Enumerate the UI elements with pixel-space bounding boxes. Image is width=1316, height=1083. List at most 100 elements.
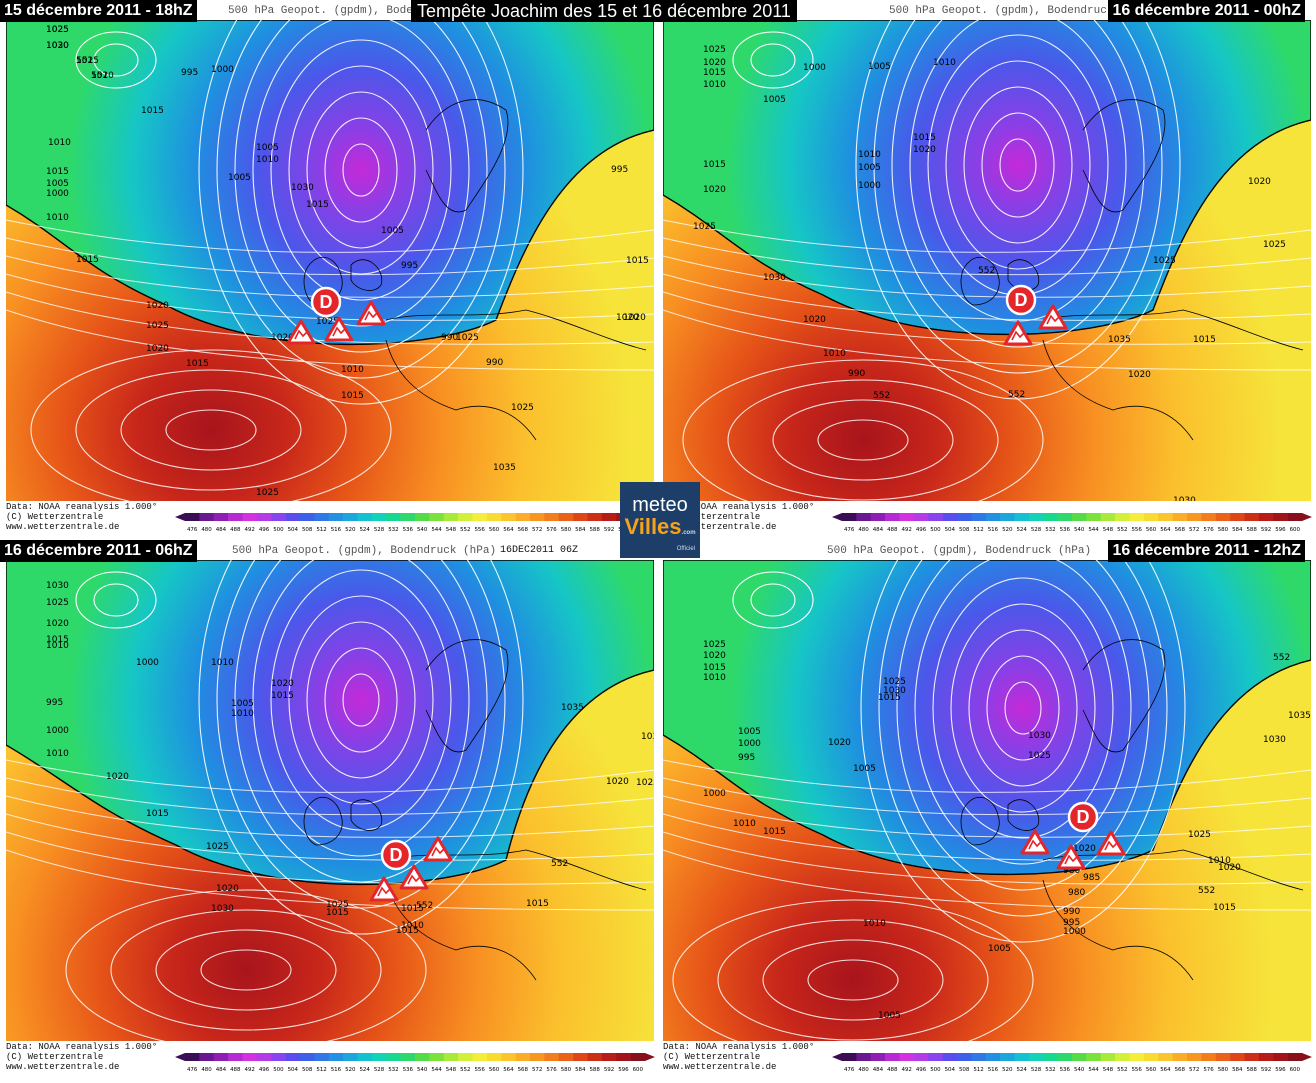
scale-swatch <box>1129 1053 1145 1061</box>
credit-line3: www.wetterzentrale.de <box>6 522 120 532</box>
map-header: 500 hPa Geopot. (gpdm), Bodendruck (hPa) <box>232 545 497 557</box>
scale-swatch <box>515 513 531 521</box>
scale-tick-label: 528 <box>1031 527 1042 533</box>
scale-swatch <box>928 513 943 521</box>
scale-tick-label: 560 <box>1146 527 1157 533</box>
isobar-label: 1020 <box>46 41 69 51</box>
scale-tick-label: 564 <box>503 527 514 533</box>
scale-swatch <box>957 513 972 521</box>
storm-warning-icon <box>399 864 429 890</box>
scale-swatch <box>870 513 886 521</box>
scale-tick-label: 572 <box>1189 527 1200 533</box>
scale-swatch <box>1187 1053 1202 1061</box>
scale-tick-label: 504 <box>945 1067 956 1073</box>
scale-swatch <box>501 513 516 521</box>
isobar-label: 1005 <box>738 727 761 737</box>
scale-swatch <box>185 1053 200 1061</box>
scale-tick-label: 476 <box>844 527 855 533</box>
scale-swatch <box>971 513 987 521</box>
scale-tick-label: 568 <box>518 1067 529 1073</box>
scale-tick-label: 512 <box>316 527 327 533</box>
scale-swatch <box>501 1053 516 1061</box>
storm-warning-icon <box>286 319 316 345</box>
isobar-label: 1020 <box>1128 370 1151 380</box>
credit-line1: Data: NOAA reanalysis 1.000° <box>6 1042 158 1052</box>
scale-tick-label: 596 <box>1275 527 1286 533</box>
isobar-label: 1015 <box>76 56 99 66</box>
scale-tick-label: 484 <box>873 527 884 533</box>
isobar-label: 1005 <box>853 764 876 774</box>
scale-tick-label: 600 <box>633 1067 644 1073</box>
isobar-label: 1030 <box>641 732 654 742</box>
credit-line2: (C) Wetterzentrale <box>6 512 104 522</box>
isobar-label: 1015 <box>46 635 69 645</box>
isobar-label: 1020 <box>146 301 169 311</box>
scale-swatch <box>1043 513 1058 521</box>
scale-tick-label: 512 <box>973 1067 984 1073</box>
isobar-label: 1005 <box>256 143 279 153</box>
scale-tick-label: 492 <box>901 1067 912 1073</box>
scale-tick-label: 516 <box>331 1067 342 1073</box>
isobar-label: 1010 <box>91 71 114 81</box>
isobar-label: 1025 <box>511 403 534 413</box>
scale-swatch <box>285 1053 301 1061</box>
scale-tick-label: 584 <box>1232 1067 1243 1073</box>
isobar-label: 1030 <box>291 183 314 193</box>
isobar-label: 1010 <box>341 365 364 375</box>
scale-swatch <box>199 513 215 521</box>
scale-swatch <box>271 513 286 521</box>
scale-swatch <box>1072 513 1087 521</box>
scale-tick-label: 580 <box>561 1067 572 1073</box>
scale-swatch <box>601 1053 617 1061</box>
scale-swatch <box>1014 1053 1030 1061</box>
scale-tick-label: 480 <box>858 527 869 533</box>
depression-label: D <box>390 845 403 865</box>
scale-tick-label: 504 <box>945 527 956 533</box>
isobar-label: 552 <box>91 71 108 81</box>
scale-tick-label: 480 <box>201 527 212 533</box>
isobar-label: 1000 <box>703 789 726 799</box>
meteovilles-logo: meteo Villes.com Officiel <box>620 482 700 558</box>
scale-tick-label: 524 <box>359 1067 370 1073</box>
storm-warning-icon <box>356 300 386 326</box>
data-credit: Data: NOAA reanalysis 1.000° (C) Wetterze… <box>663 1042 814 1072</box>
isobar-label: 1020 <box>271 679 294 689</box>
scale-tick-label: 576 <box>1203 527 1214 533</box>
geopotential-color-scale: 476 480 484 488 492 496 500 504 508 512 516 520 524 5… <box>175 513 655 533</box>
scale-swatch <box>300 513 315 521</box>
isobar-label: 1020 <box>623 313 646 323</box>
scale-tick-label: 476 <box>187 1067 198 1073</box>
scale-swatch <box>256 513 272 521</box>
isobar-label: 1020 <box>828 738 851 748</box>
isobar-label: 1020 <box>616 313 639 323</box>
scale-swatch <box>1086 513 1102 521</box>
isobar-label: 1015 <box>703 160 726 170</box>
scale-swatch <box>1043 1053 1058 1061</box>
isobar-label: 1010 <box>823 349 846 359</box>
credit-line3: www.wetterzentrale.de <box>663 522 777 532</box>
isobar-label: 1030 <box>883 686 906 696</box>
scale-tick-label: 580 <box>1218 1067 1229 1073</box>
isobar-label: 1005 <box>878 1011 901 1021</box>
scale-swatch <box>371 513 387 521</box>
scale-tick-label: 544 <box>431 527 442 533</box>
scale-tick-label: 556 <box>1131 527 1142 533</box>
scale-tick-label: 592 <box>1261 527 1272 533</box>
isobar-label: 995 <box>738 753 755 763</box>
scale-tick-label: 520 <box>1002 1067 1013 1073</box>
isobar-label: 1015 <box>271 691 294 701</box>
isobar-label: 1020 <box>803 315 826 325</box>
isobar-label: 1035 <box>561 703 584 713</box>
scale-tick-label: 480 <box>201 1067 212 1073</box>
scale-swatch <box>985 513 1001 521</box>
scale-swatch <box>1258 1053 1274 1061</box>
isobar-label: 1015 <box>1213 903 1236 913</box>
map-header: 500 hPa Geopot. (gpdm), Bodendruck (hPa) <box>889 5 1154 17</box>
isobar-label: 1015 <box>46 167 69 177</box>
scale-swatch <box>1273 1053 1288 1061</box>
scale-swatch <box>1201 513 1217 521</box>
scale-swatch <box>587 513 603 521</box>
isobar-label: 1025 <box>636 778 654 788</box>
scale-swatch <box>242 513 258 521</box>
isobar-label: 1020 <box>106 772 129 782</box>
